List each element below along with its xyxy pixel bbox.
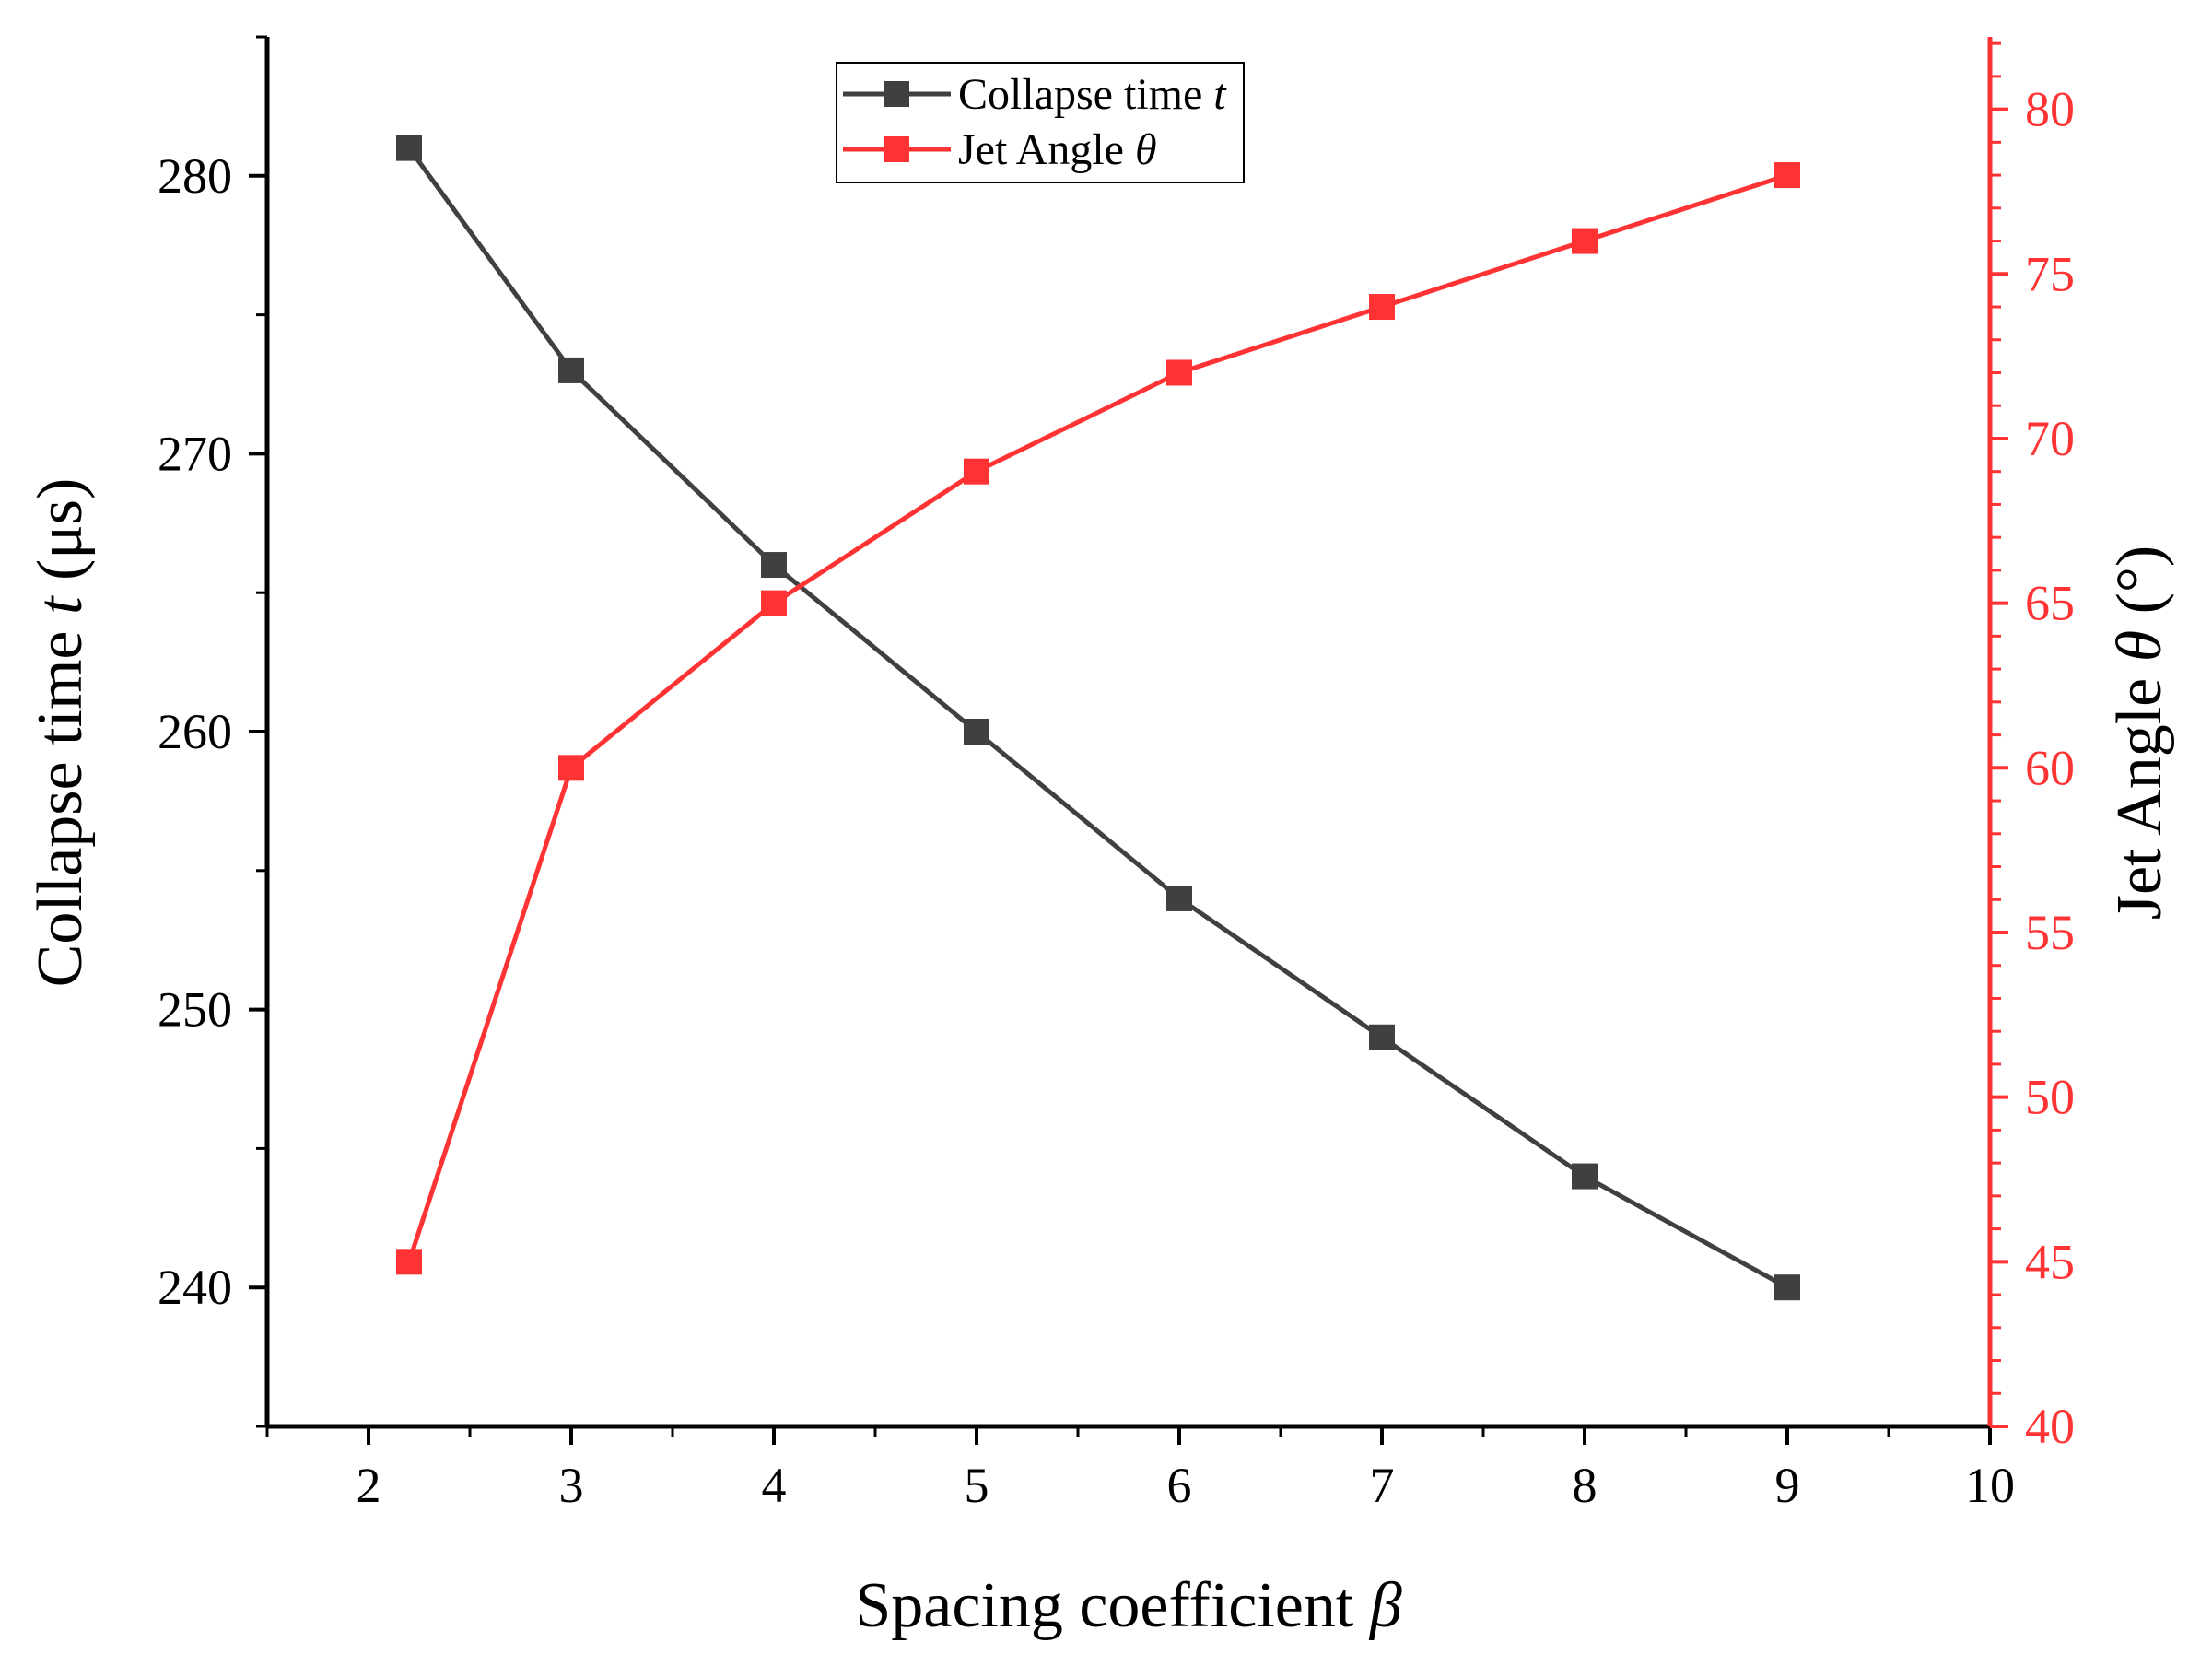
y-left-tick-label: 240 (158, 1260, 232, 1315)
series-0-point (1166, 885, 1192, 911)
x-tick-label: 2 (357, 1458, 381, 1513)
y-right-axis-title-text: Jet Angle (2104, 662, 2175, 920)
x-tick-label: 9 (1775, 1458, 1800, 1513)
x-tick-label: 4 (762, 1458, 787, 1513)
series-1-point (558, 755, 584, 781)
y-right-axis-ticks: 40 45 50 55 60 65 70 75 80 (1990, 41, 2075, 1454)
series-1-point (1369, 294, 1395, 321)
series-layer (396, 135, 1800, 1301)
legend-label-jet-angle-text: Jet Angle (958, 125, 1135, 174)
y-left-tick-label: 250 (158, 982, 232, 1038)
series-1-point (964, 458, 989, 485)
legend: Collapse time t Jet Angle θ (836, 62, 1245, 183)
legend-label-jet-angle-symbol: θ (1135, 125, 1157, 174)
series-0-point (1369, 1024, 1395, 1050)
series-0-point (761, 552, 787, 579)
series-0-point (1572, 1163, 1598, 1190)
legend-marker-jet-angle (884, 136, 909, 162)
series-0-point (1774, 1274, 1800, 1301)
legend-marker-collapse-time (884, 81, 909, 107)
y-right-tick-label: 75 (2025, 246, 2075, 301)
y-left-axis-ticks: 240 250 260 270 280 (158, 35, 267, 1428)
y-right-tick-label: 60 (2025, 740, 2075, 795)
series-0-point (964, 719, 989, 745)
x-tick-label: 10 (1965, 1458, 2015, 1513)
y-right-tick-label: 70 (2025, 411, 2075, 466)
series-0-point (558, 357, 584, 383)
y-right-tick-label: 45 (2025, 1234, 2075, 1289)
series-0-point (396, 135, 422, 161)
x-axis-ticks: 2 3 4 5 6 7 8 9 10 (265, 1426, 2015, 1513)
y-left-tick-label: 280 (158, 148, 232, 204)
series-1-point (396, 1249, 422, 1275)
y-right-tick-label: 55 (2025, 905, 2075, 960)
series-line-0 (406, 147, 1789, 1290)
x-tick-label: 5 (965, 1458, 989, 1513)
y-right-axis-title-unit: (°) (2104, 546, 2175, 630)
series-line-1 (406, 172, 1788, 1263)
x-axis-title-symbol: β (1368, 1570, 1402, 1641)
y-left-axis-title-symbol: t (25, 595, 96, 615)
x-axis-title-text: Spacing coefficient (855, 1570, 1370, 1641)
y-right-tick-label: 65 (2025, 576, 2075, 631)
series-1-point (1774, 162, 1800, 189)
x-tick-label: 7 (1370, 1458, 1395, 1513)
y-left-axis-title-text: Collapse time (25, 615, 96, 987)
y-right-tick-label: 50 (2025, 1070, 2075, 1125)
legend-label-collapse-time-text: Collapse time (958, 70, 1213, 119)
legend-label-jet-angle: Jet Angle θ (958, 125, 1157, 174)
y-left-tick-label: 260 (158, 704, 232, 759)
series-1-point (1572, 228, 1598, 254)
series-1-point (761, 590, 787, 616)
x-tick-label: 3 (559, 1458, 584, 1513)
series-1-point (1166, 359, 1192, 386)
x-axis-title: Spacing coefficient β (855, 1570, 1402, 1641)
legend-label-collapse-time: Collapse time t (958, 70, 1227, 119)
y-right-axis-title-symbol: θ (2104, 630, 2175, 662)
y-left-axis-title-unit: (μs) (25, 478, 96, 597)
x-tick-label: 6 (1167, 1458, 1192, 1513)
y-left-tick-label: 270 (158, 426, 232, 481)
y-right-tick-label: 40 (2025, 1399, 2075, 1454)
y-right-axis-title: Jet Angle θ (°) (2104, 546, 2175, 920)
legend-label-collapse-time-symbol: t (1213, 70, 1227, 119)
y-left-axis-title: Collapse time t (μs) (25, 478, 96, 988)
y-right-tick-label: 80 (2025, 82, 2075, 137)
x-tick-label: 8 (1573, 1458, 1598, 1513)
